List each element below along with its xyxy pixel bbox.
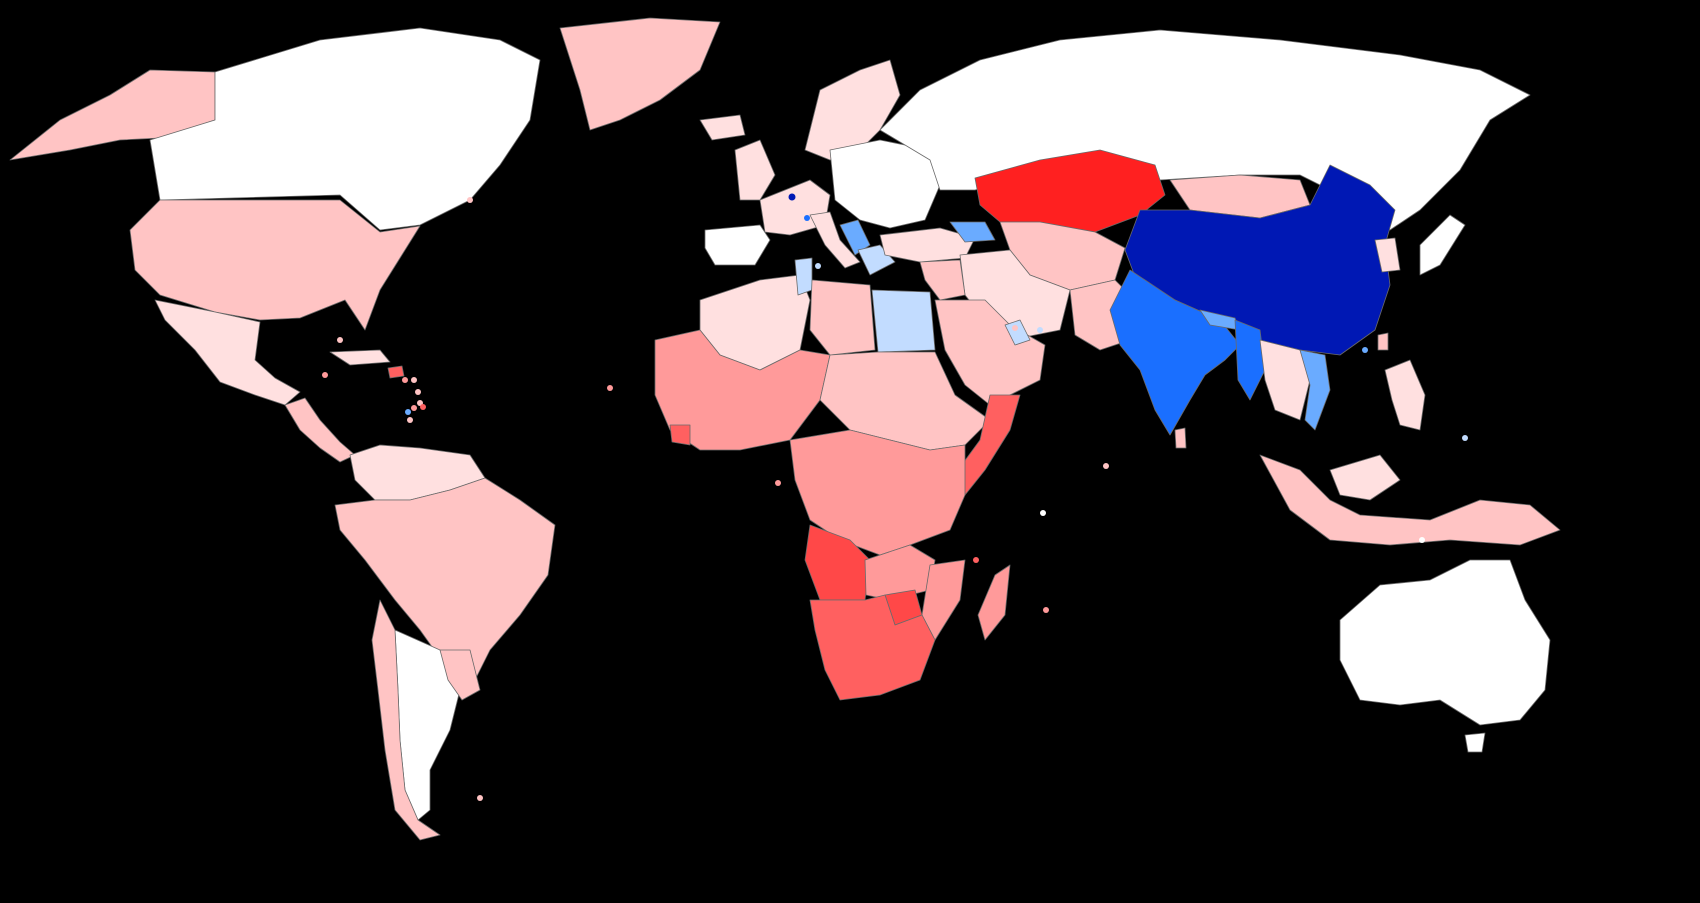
- marker-dot[interactable]: [411, 405, 417, 411]
- region-eastern-europe[interactable]: [829, 139, 941, 229]
- region-sierra-leone-liberia[interactable]: [669, 424, 691, 446]
- marker-dot[interactable]: [1419, 537, 1425, 543]
- marker-dot[interactable]: [973, 557, 979, 563]
- region-central-africa[interactable]: [789, 429, 966, 556]
- region-bangladesh-myanmar[interactable]: [1234, 319, 1266, 401]
- region-iberia[interactable]: [704, 224, 771, 266]
- marker-dot[interactable]: [420, 404, 426, 410]
- region-iceland[interactable]: [699, 114, 746, 141]
- marker-dot[interactable]: [1103, 463, 1109, 469]
- marker-dot[interactable]: [415, 389, 421, 395]
- marker-dot[interactable]: [402, 377, 408, 383]
- marker-dot[interactable]: [1037, 327, 1043, 333]
- region-arabia[interactable]: [934, 299, 1046, 406]
- marker-dot[interactable]: [322, 372, 328, 378]
- marker-dot[interactable]: [477, 795, 483, 801]
- marker-dot[interactable]: [1012, 325, 1018, 331]
- region-indonesia[interactable]: [1259, 454, 1561, 546]
- region-cuba-caribbean[interactable]: [329, 349, 391, 366]
- region-vietnam[interactable]: [1299, 349, 1331, 431]
- region-libya[interactable]: [809, 279, 876, 356]
- region-philippines[interactable]: [1384, 359, 1426, 431]
- region-caucasus[interactable]: [949, 221, 996, 243]
- marker-dot[interactable]: [337, 337, 343, 343]
- region-uruguay-paraguay[interactable]: [439, 649, 481, 701]
- marker-dot[interactable]: [775, 480, 781, 486]
- marker-dot[interactable]: [788, 193, 796, 201]
- marker-dot[interactable]: [815, 263, 821, 269]
- region-australia[interactable]: [1339, 559, 1551, 726]
- marker-dot[interactable]: [407, 417, 413, 423]
- region-brazil-andes[interactable]: [334, 477, 556, 691]
- region-malaysia-borneo[interactable]: [1329, 454, 1401, 501]
- island-markers: [322, 193, 1468, 801]
- region-taiwan[interactable]: [1377, 332, 1389, 351]
- marker-dot[interactable]: [1040, 510, 1046, 516]
- region-koreas[interactable]: [1374, 237, 1401, 273]
- region-mozambique[interactable]: [921, 559, 966, 641]
- region-mexico[interactable]: [154, 299, 301, 406]
- region-madagascar[interactable]: [977, 564, 1011, 641]
- marker-dot[interactable]: [411, 377, 417, 383]
- region-chile[interactable]: [371, 599, 441, 841]
- marker-dot[interactable]: [1043, 607, 1049, 613]
- region-uk-ireland[interactable]: [734, 139, 776, 201]
- marker-dot[interactable]: [1362, 347, 1368, 353]
- region-somalia-horn[interactable]: [957, 394, 1021, 496]
- region-italy[interactable]: [809, 211, 861, 269]
- marker-dot[interactable]: [607, 385, 613, 391]
- region-levant[interactable]: [919, 259, 966, 301]
- region-balkans[interactable]: [839, 219, 871, 256]
- marker-dot[interactable]: [804, 215, 810, 221]
- marker-dot[interactable]: [405, 409, 411, 415]
- region-southern-africa[interactable]: [809, 594, 936, 701]
- region-haiti[interactable]: [387, 365, 405, 379]
- region-egypt[interactable]: [871, 289, 936, 353]
- marker-dot[interactable]: [467, 197, 473, 203]
- region-tasmania[interactable]: [1464, 732, 1486, 753]
- marker-dot[interactable]: [1462, 435, 1468, 441]
- region-greenland[interactable]: [559, 17, 721, 131]
- region-sri-lanka[interactable]: [1174, 427, 1187, 449]
- region-gulf-states[interactable]: [1004, 319, 1031, 346]
- region-japan[interactable]: [1419, 214, 1466, 276]
- region-tunisia[interactable]: [794, 257, 813, 296]
- region-usa[interactable]: [129, 199, 421, 331]
